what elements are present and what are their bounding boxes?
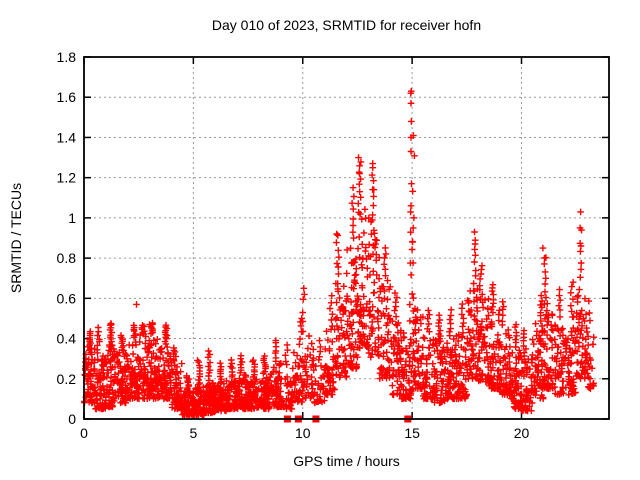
svg-text:0.4: 0.4	[57, 331, 77, 347]
x-axis-label: GPS time / hours	[293, 453, 400, 469]
scatter-points	[81, 87, 597, 419]
svg-text:20: 20	[514, 425, 530, 441]
svg-text:5: 5	[189, 425, 197, 441]
svg-text:0: 0	[80, 425, 88, 441]
svg-text:0.2: 0.2	[57, 371, 77, 387]
svg-text:1.4: 1.4	[57, 129, 77, 145]
svg-text:1: 1	[68, 210, 76, 226]
svg-text:0.8: 0.8	[57, 250, 77, 266]
svg-text:0.6: 0.6	[57, 290, 77, 306]
chart-title: Day 010 of 2023, SRMTID for receiver hof…	[211, 17, 482, 33]
svg-text:15: 15	[404, 425, 420, 441]
svg-text:1.8: 1.8	[57, 49, 77, 65]
svg-text:10: 10	[295, 425, 311, 441]
svg-text:1.6: 1.6	[57, 89, 77, 105]
svg-text:1.2: 1.2	[57, 170, 77, 186]
x-tick-labels: 0 5 10 15 20	[80, 425, 529, 441]
plot-frame	[83, 56, 610, 420]
y-tick-labels: 0 0.2 0.4 0.6 0.8 1 1.2 1.4 1.6 1.8	[57, 49, 77, 427]
svg-text:0: 0	[68, 411, 76, 427]
